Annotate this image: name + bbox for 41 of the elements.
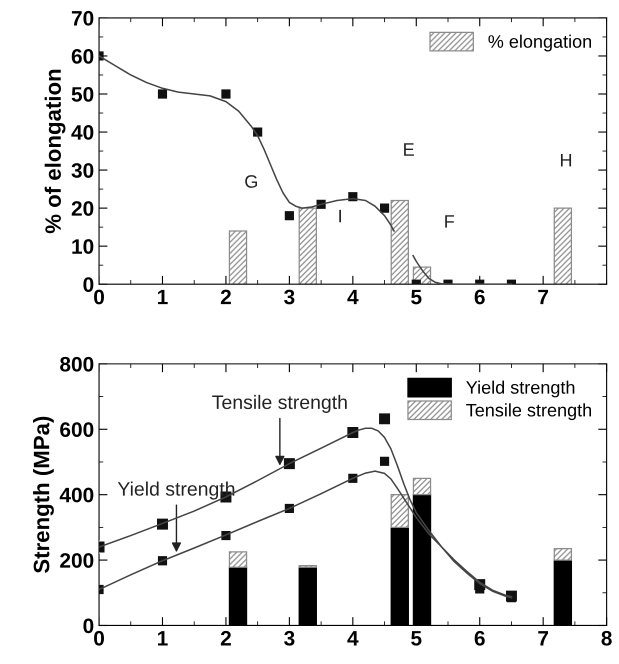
x-tick-label: 6 xyxy=(474,290,485,304)
x-tick-label: 6 xyxy=(474,630,485,646)
annotation: E xyxy=(404,143,414,156)
y-tick-label: 0 xyxy=(83,277,94,292)
y-axis-title: Strength (MPa) xyxy=(33,416,54,574)
legend-label: Tensile strength xyxy=(466,403,592,420)
x-tick-label: 8 xyxy=(601,630,612,646)
x-tick-label: 0 xyxy=(94,290,104,304)
annotation: H xyxy=(560,154,572,166)
y-axis-title: % of elongation xyxy=(44,70,66,234)
x-tick-label: 5 xyxy=(411,290,422,304)
annotation: I xyxy=(339,210,341,222)
annotation: Tensile strength xyxy=(212,394,347,413)
legend-label: Yield strength xyxy=(466,380,574,398)
y-tick-label: 600 xyxy=(60,422,94,438)
x-tick-label: 7 xyxy=(538,631,548,646)
x-tick-label: 4 xyxy=(347,631,359,646)
x-tick-label: 2 xyxy=(220,630,231,646)
y-tick-label: 40 xyxy=(71,125,94,140)
x-tick-label: 4 xyxy=(347,290,359,304)
annotation: F xyxy=(445,215,454,228)
y-tick-label: 20 xyxy=(72,201,94,216)
annotation: G xyxy=(245,175,257,188)
x-tick-label: 1 xyxy=(158,631,168,646)
x-tick-label: 3 xyxy=(284,630,294,646)
y-tick-label: 200 xyxy=(60,553,94,568)
x-tick-label: 1 xyxy=(158,290,168,304)
x-tick-label: 7 xyxy=(538,290,548,304)
x-tick-label: 0 xyxy=(94,630,104,646)
legend-label: % elongation xyxy=(488,34,592,52)
y-tick-label: 60 xyxy=(72,48,94,64)
y-tick-label: 30 xyxy=(71,163,94,178)
x-tick-label: 3 xyxy=(284,290,294,304)
y-tick-label: 0 xyxy=(83,618,94,634)
y-tick-label: 400 xyxy=(60,488,94,502)
x-tick-label: 5 xyxy=(411,631,422,646)
y-tick-label: 800 xyxy=(60,356,94,372)
y-tick-label: 50 xyxy=(72,87,94,102)
x-tick-label: 2 xyxy=(220,290,231,304)
y-tick-label: 70 xyxy=(72,10,94,26)
y-tick-label: 10 xyxy=(72,239,94,254)
